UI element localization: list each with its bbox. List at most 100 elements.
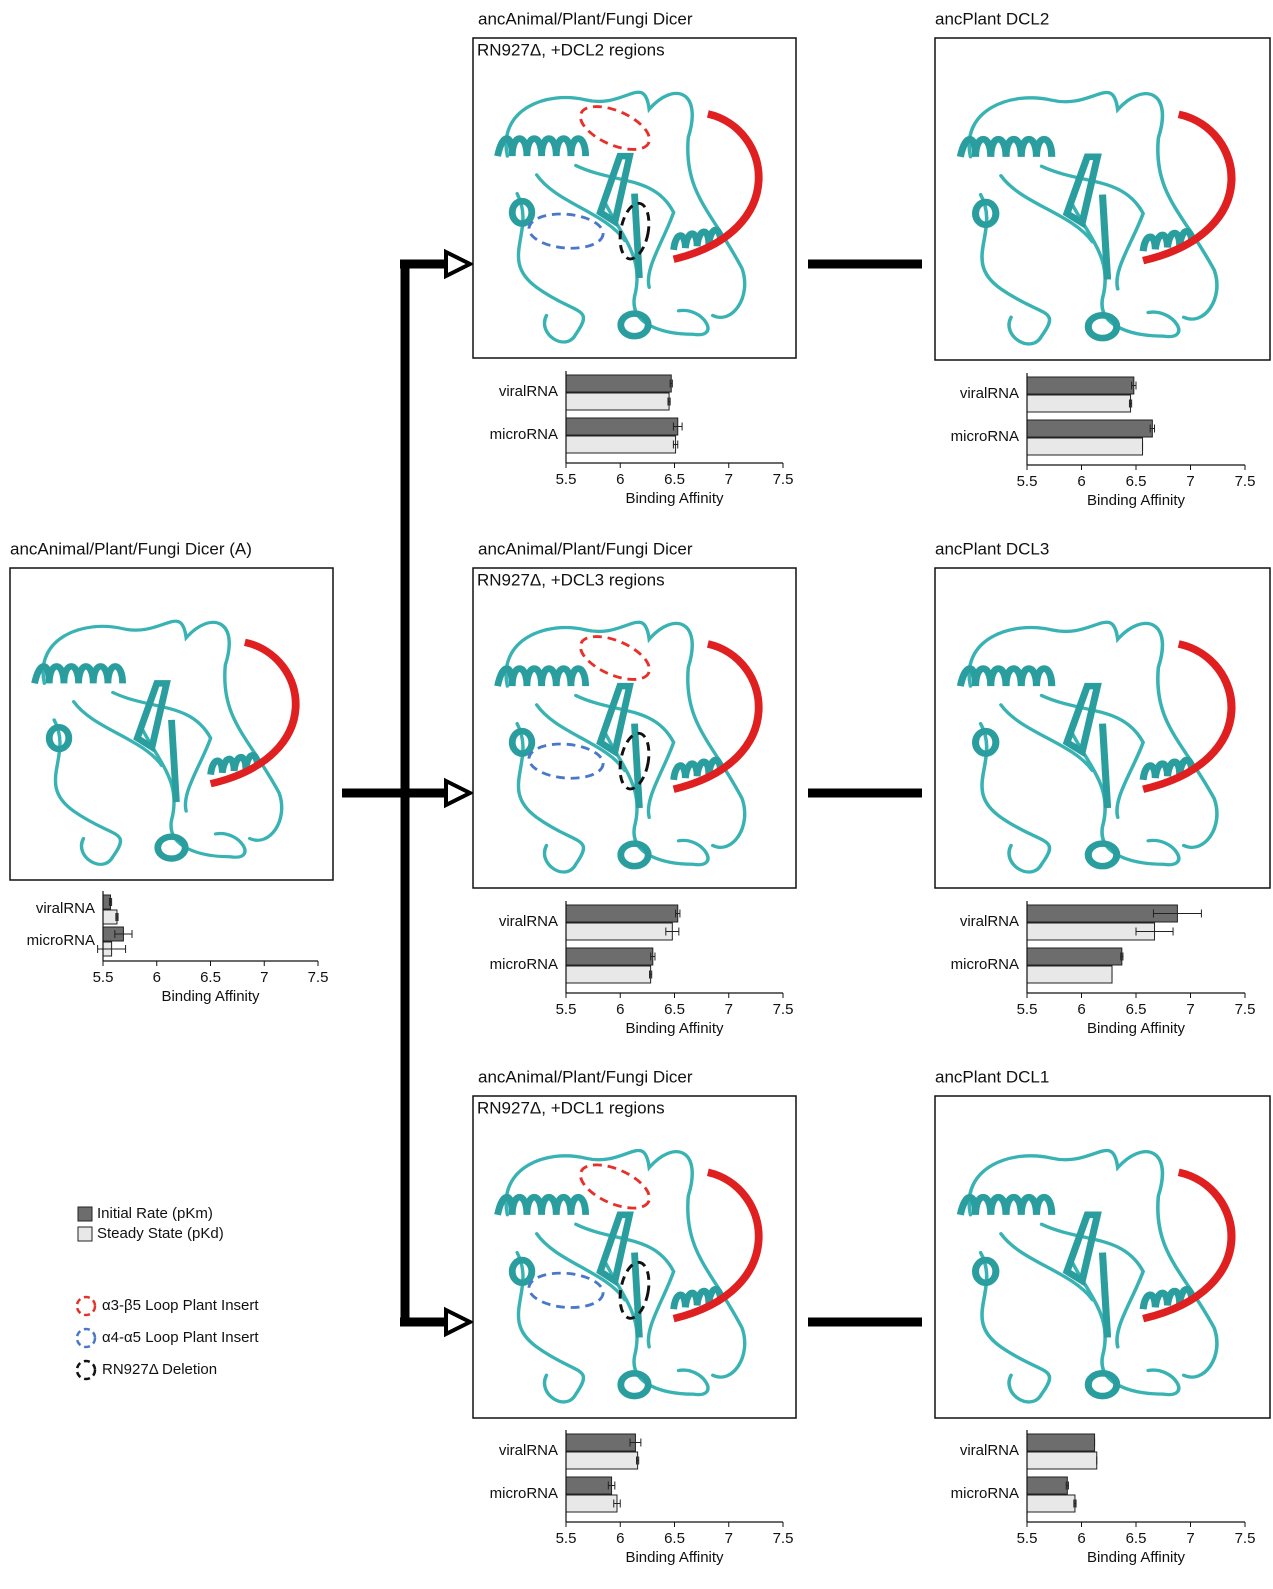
category-label: microRNA: [490, 956, 558, 973]
panel-title: ancAnimal/Plant/Fungi Dicer: [478, 9, 693, 28]
x-tick-label: 5.5: [556, 1001, 577, 1018]
legend-swatch: [78, 1227, 92, 1241]
category-label: microRNA: [951, 1485, 1019, 1502]
bar: [103, 910, 117, 924]
bar: [1027, 1495, 1075, 1512]
legend-label: RN927Δ Deletion: [102, 1361, 217, 1378]
x-axis-label: Binding Affinity: [625, 490, 724, 507]
bar: [566, 966, 651, 983]
category-label: microRNA: [27, 932, 95, 949]
legend-swatch: [78, 1207, 92, 1221]
bar: [566, 1452, 638, 1469]
figure: ancAnimal/Plant/Fungi Dicer (A) viralRNA m…: [0, 0, 1273, 1589]
x-tick-label: 7: [725, 1001, 733, 1018]
bar: [1027, 948, 1122, 965]
x-tick-label: 7.5: [773, 471, 794, 488]
bar: [1027, 395, 1131, 412]
x-tick-label: 6: [616, 1001, 624, 1018]
bar: [1027, 1434, 1095, 1451]
x-tick-label: 7: [260, 969, 268, 986]
legend-label: Steady State (pKd): [97, 1225, 224, 1242]
x-tick-label: 6: [616, 471, 624, 488]
legend-marker: [77, 1297, 95, 1315]
bar: [1027, 1452, 1097, 1469]
x-tick-label: 7.5: [1235, 1001, 1256, 1018]
category-label: viralRNA: [499, 383, 558, 400]
x-tick-label: 7.5: [773, 1530, 794, 1547]
x-tick-label: 6.5: [664, 1530, 685, 1547]
x-tick-label: 6: [1077, 1530, 1085, 1547]
panel-title: ancAnimal/Plant/Fungi Dicer (A): [10, 539, 252, 558]
panel-subtitle: RN927Δ, +DCL3 regions: [477, 570, 665, 589]
x-tick-label: 7: [725, 471, 733, 488]
x-tick-label: 5.5: [1017, 1001, 1038, 1018]
panel-title: ancPlant DCL2: [935, 9, 1049, 28]
x-tick-label: 7.5: [308, 969, 329, 986]
x-axis-label: Binding Affinity: [625, 1549, 724, 1566]
x-tick-label: 6.5: [1126, 1530, 1147, 1547]
bar: [566, 1477, 612, 1494]
x-tick-label: 6.5: [1126, 1001, 1147, 1018]
legend-label: α3-β5 Loop Plant Insert: [102, 1297, 259, 1314]
bar: [1027, 420, 1152, 437]
legend-label: α4-α5 Loop Plant Insert: [102, 1329, 259, 1346]
x-axis-label: Binding Affinity: [1087, 1549, 1186, 1566]
x-tick-label: 7.5: [773, 1001, 794, 1018]
panel-title: ancPlant DCL1: [935, 1067, 1049, 1086]
bar: [566, 375, 671, 392]
x-tick-label: 6.5: [664, 1001, 685, 1018]
x-tick-label: 7: [1186, 473, 1194, 490]
category-label: microRNA: [951, 428, 1019, 445]
category-label: microRNA: [951, 956, 1019, 973]
category-label: viralRNA: [36, 900, 95, 917]
bar: [1027, 377, 1134, 394]
x-tick-label: 7: [1186, 1530, 1194, 1547]
x-tick-label: 6.5: [1126, 473, 1147, 490]
panel-subtitle: RN927Δ, +DCL1 regions: [477, 1098, 665, 1117]
category-label: viralRNA: [960, 1442, 1019, 1459]
bar: [1027, 923, 1155, 940]
x-tick-label: 6: [1077, 1001, 1085, 1018]
category-label: microRNA: [490, 426, 558, 443]
x-tick-label: 5.5: [1017, 473, 1038, 490]
legend-marker: [77, 1329, 95, 1347]
bar: [1027, 1477, 1067, 1494]
x-tick-label: 7.5: [1235, 473, 1256, 490]
x-tick-label: 7.5: [1235, 1530, 1256, 1547]
bar: [566, 418, 678, 435]
panel-title: ancPlant DCL3: [935, 539, 1049, 558]
bar: [566, 948, 653, 965]
bar: [566, 436, 676, 453]
panel-title: ancAnimal/Plant/Fungi Dicer: [478, 1067, 693, 1086]
x-tick-label: 6.5: [664, 471, 685, 488]
panel-subtitle: RN927Δ, +DCL2 regions: [477, 40, 665, 59]
x-tick-label: 5.5: [93, 969, 114, 986]
category-label: viralRNA: [960, 385, 1019, 402]
category-label: viralRNA: [499, 913, 558, 930]
x-tick-label: 7: [1186, 1001, 1194, 1018]
legend-label: Initial Rate (pKm): [97, 1205, 213, 1222]
x-tick-label: 5.5: [556, 1530, 577, 1547]
x-axis-label: Binding Affinity: [161, 988, 260, 1005]
x-tick-label: 6: [153, 969, 161, 986]
x-tick-label: 7: [725, 1530, 733, 1547]
x-axis-label: Binding Affinity: [625, 1020, 724, 1037]
x-tick-label: 6: [1077, 473, 1085, 490]
bar: [1027, 966, 1112, 983]
bar: [1027, 438, 1143, 455]
bar: [566, 923, 672, 940]
category-label: microRNA: [490, 1485, 558, 1502]
x-axis-label: Binding Affinity: [1087, 1020, 1186, 1037]
x-tick-label: 6: [616, 1530, 624, 1547]
x-tick-label: 5.5: [1017, 1530, 1038, 1547]
x-tick-label: 5.5: [556, 471, 577, 488]
bar: [566, 1495, 617, 1512]
legend-marker: [77, 1361, 95, 1379]
bar: [566, 1434, 635, 1451]
panel-title: ancAnimal/Plant/Fungi Dicer: [478, 539, 693, 558]
category-label: viralRNA: [960, 913, 1019, 930]
bar: [566, 905, 678, 922]
category-label: viralRNA: [499, 1442, 558, 1459]
x-tick-label: 6.5: [200, 969, 221, 986]
bar: [566, 393, 669, 410]
